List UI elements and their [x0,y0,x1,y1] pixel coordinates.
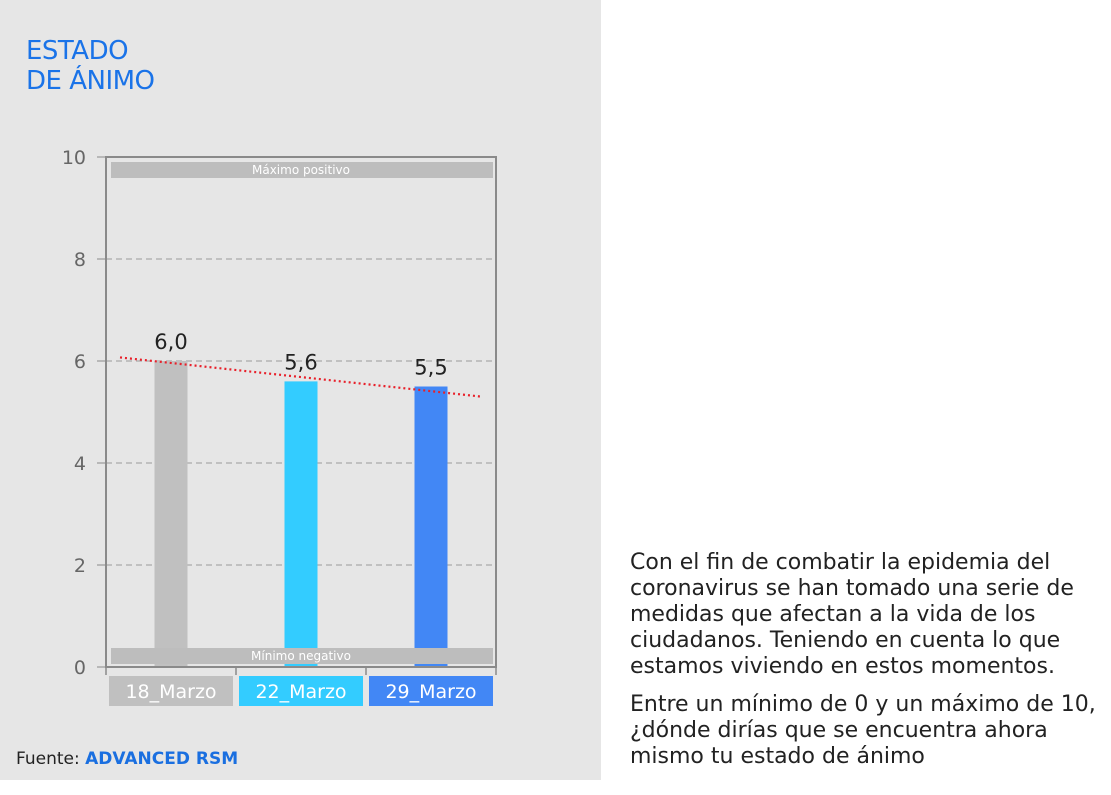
chart-panel: ESTADO DE ÁNIMO 0 2 4 6 8 10 Máximo positivo 6,… [0,0,601,780]
category-box-22_Marzo [239,676,363,706]
category-label-18_Marzo: 18_Marzo [125,681,216,703]
category-label-29_Marzo: 29_Marzo [385,681,476,703]
min-band-label: Mínimo negativo [251,649,351,663]
chart-title: ESTADO DE ÁNIMO [26,36,155,96]
value-label-18_Marzo: 6,0 [154,330,187,354]
max-band-label: Máximo positivo [252,163,350,177]
source-value: ADVANCED RSM [85,749,239,769]
trend-line [119,356,483,398]
y-tick-label-8: 8 [74,249,86,271]
y-tick-label-2: 2 [74,555,86,577]
y-tick-label-6: 6 [74,351,86,373]
bar-29_Marzo [414,386,448,667]
category-box-18_Marzo [109,676,233,706]
value-label-29_Marzo: 5,5 [414,356,447,380]
max-band [111,162,493,178]
title-line-2: DE ÁNIMO [26,66,155,96]
title-line-1: ESTADO [26,36,129,66]
min-band [111,648,493,664]
y-tick-label-10: 10 [62,147,86,169]
bar-18_Marzo [154,361,188,667]
plot-frame [105,156,497,668]
y-tick-label-0: 0 [74,657,86,679]
source-line: Fuente: ADVANCED RSM [16,749,238,769]
category-label-22_Marzo: 22_Marzo [255,681,346,703]
y-tick-label-4: 4 [74,453,86,475]
category-box-29_Marzo [369,676,493,706]
source-label: Fuente: [16,749,80,769]
bar-chart: 0 2 4 6 8 10 Máximo positivo 6,0 5,6 5,5 Mínimo ne… [62,147,497,706]
bar-22_Marzo [284,381,318,667]
value-label-22_Marzo: 5,6 [284,350,317,374]
question-paragraph-2: Entre un mínimo de 0 y un máximo de 10, … [630,692,1096,769]
question-paragraph-1: Con el fin de combatir la epidemia del c… [630,550,1074,679]
question-text: Con el fin de combatir la epidemia del c… [630,550,1100,782]
